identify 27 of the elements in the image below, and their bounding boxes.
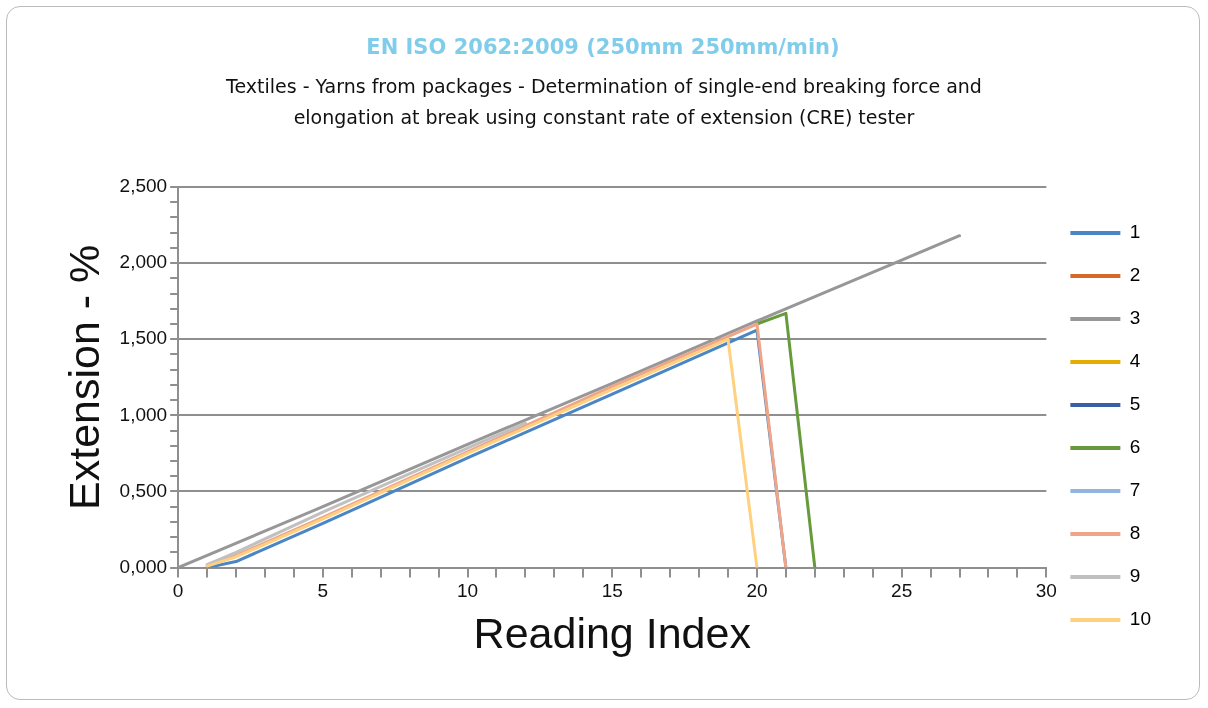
legend-label: 3 <box>1129 307 1141 329</box>
x-tick-label: 30 <box>1035 580 1057 602</box>
y-axis-title: Extension - % <box>59 244 108 510</box>
y-tick-label: 1,000 <box>119 403 168 425</box>
legend-label: 7 <box>1129 479 1141 501</box>
chart-title: EN ISO 2062:2009 (250mm 250mm/min) <box>365 35 841 59</box>
x-tick-label: 10 <box>456 580 479 602</box>
y-tick-label: 1,500 <box>119 327 168 349</box>
x-tick-label: 25 <box>891 580 913 602</box>
legend-label: 4 <box>1129 350 1141 372</box>
y-tick-label: 2,000 <box>119 251 168 273</box>
legend-label: 2 <box>1129 264 1141 286</box>
legend-label: 8 <box>1129 522 1141 544</box>
y-tick-label: 0,500 <box>119 479 168 501</box>
y-tick-label: 2,500 <box>119 175 168 197</box>
y-tick-label: 0,000 <box>119 555 168 577</box>
legend-label: 9 <box>1129 565 1141 587</box>
legend-label: 1 <box>1129 221 1141 243</box>
x-tick-label: 0 <box>172 580 184 602</box>
x-tick-label: 20 <box>746 580 768 602</box>
legend-label: 6 <box>1129 436 1141 458</box>
x-axis-title: Reading Index <box>473 609 752 658</box>
x-tick-label: 5 <box>317 580 329 602</box>
legend-label: 10 <box>1129 608 1152 630</box>
legend-label: 5 <box>1129 393 1141 415</box>
x-tick-label: 15 <box>601 580 623 602</box>
chart-subtitle: Textiles - Yarns from packages - Determination of single-end breaking force and elongation at break using constant rate of extension (CRE) tester <box>225 74 983 130</box>
